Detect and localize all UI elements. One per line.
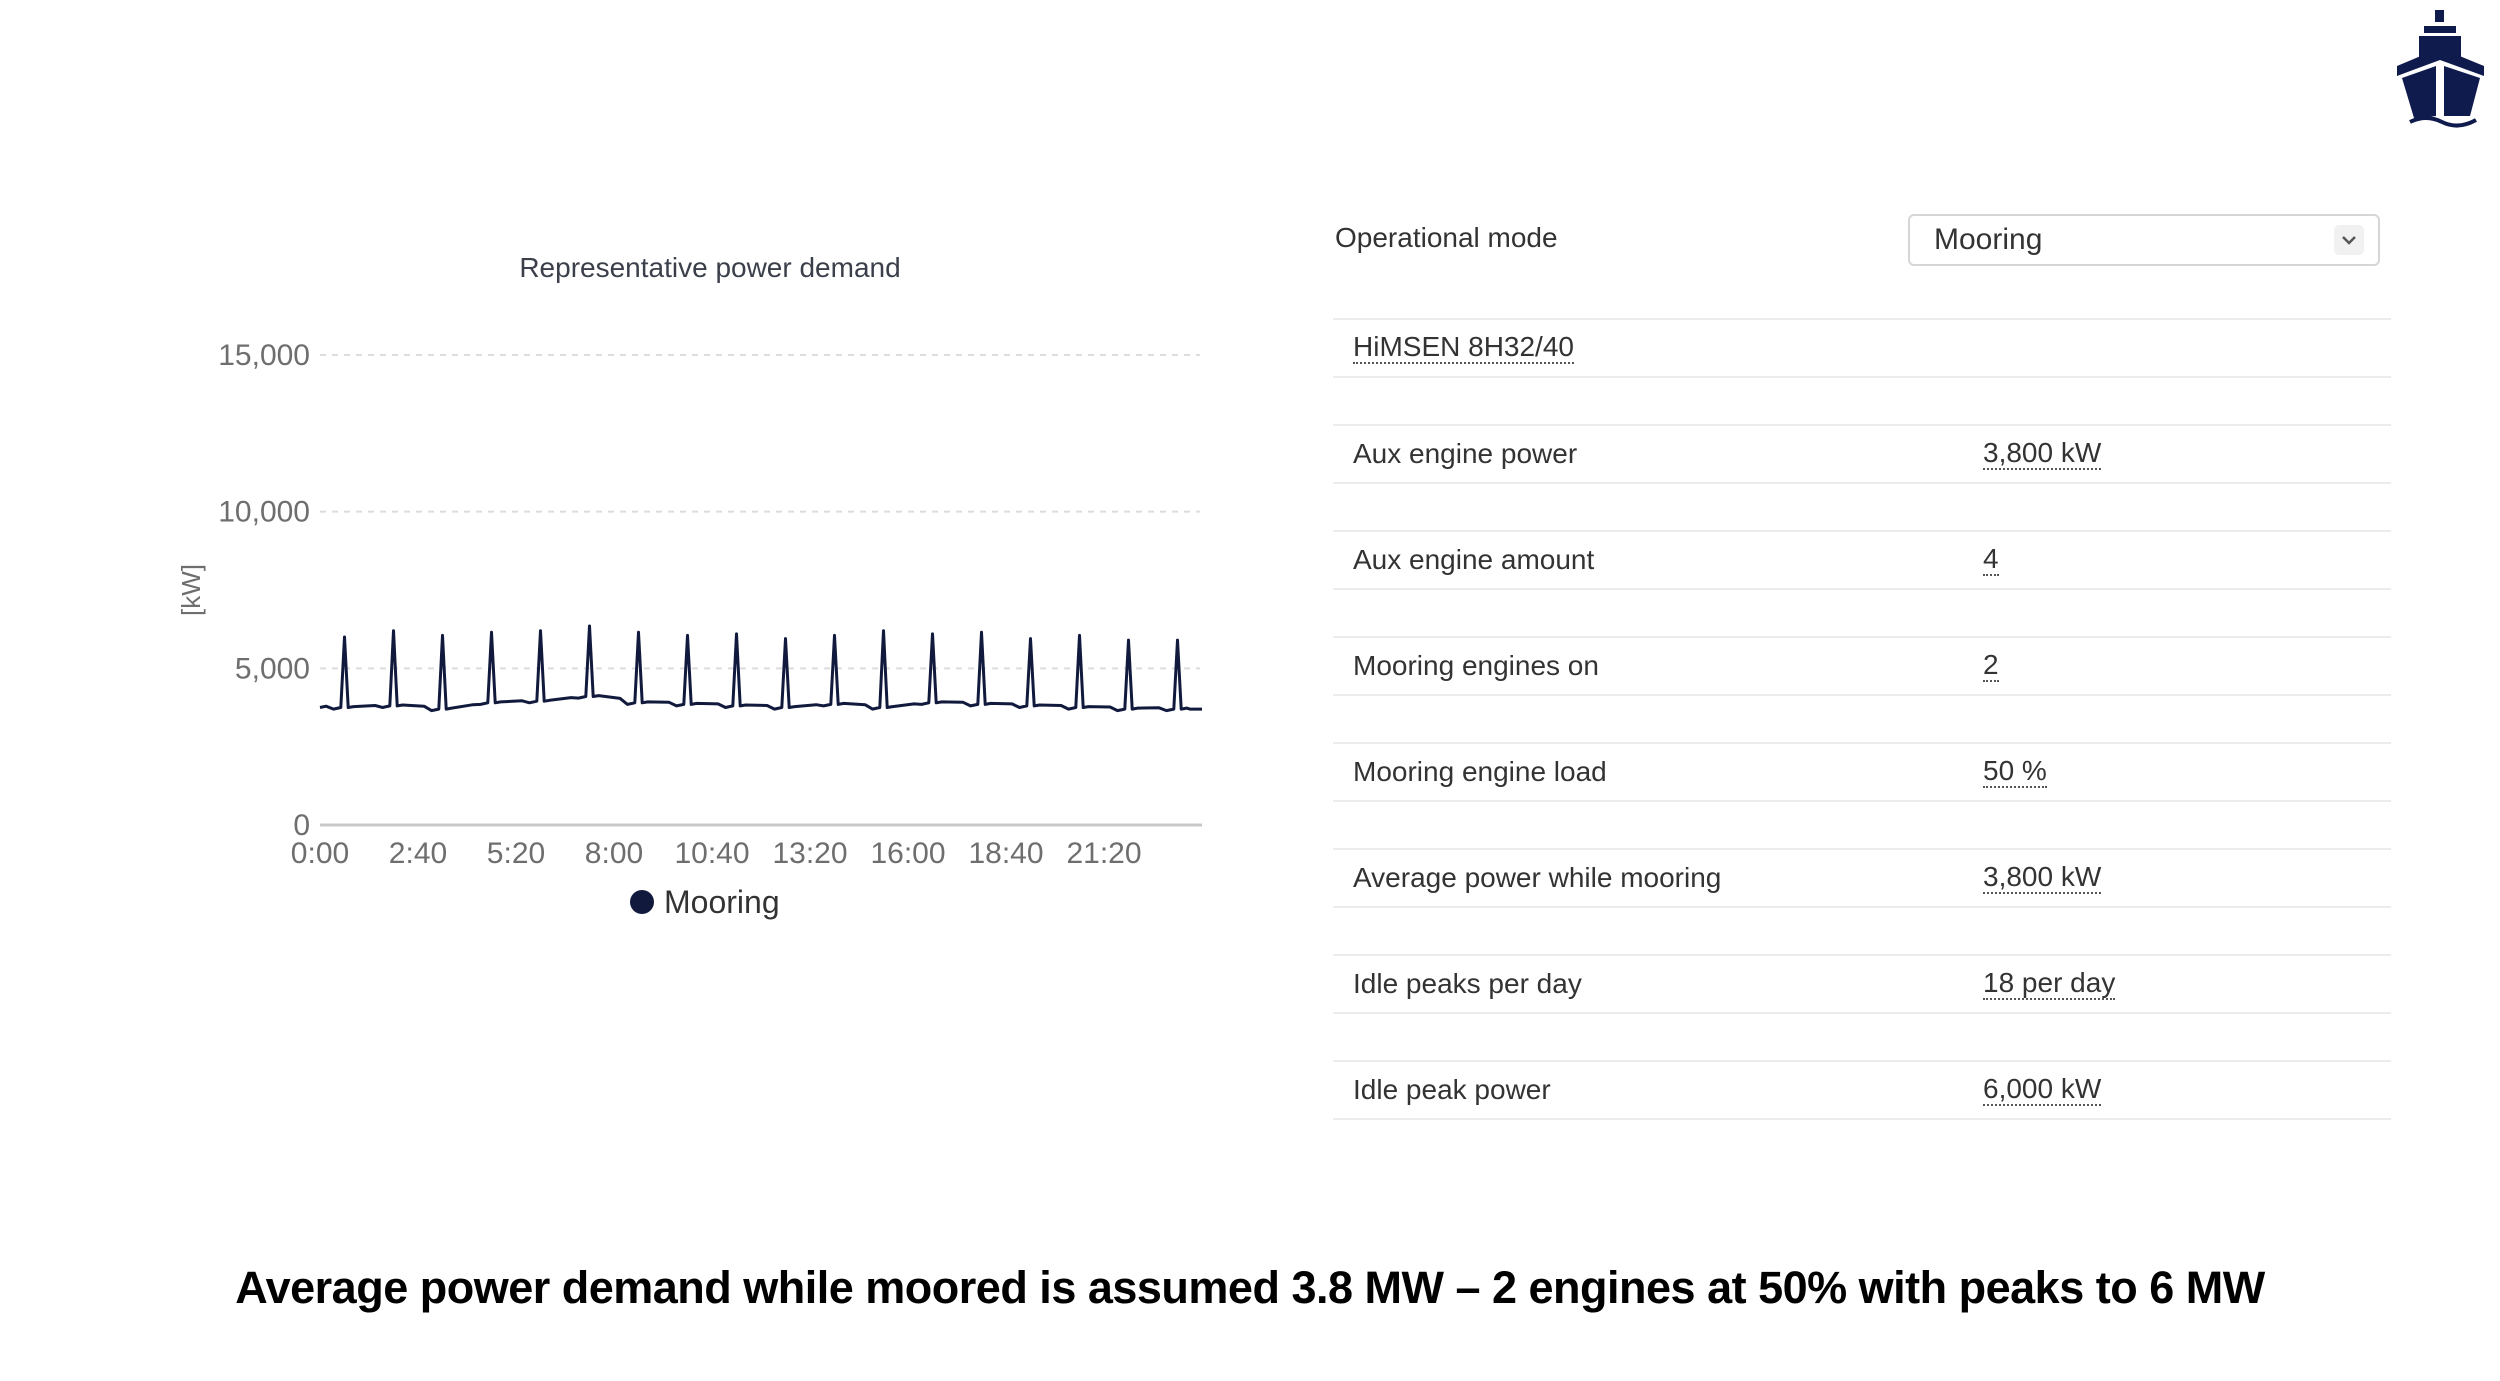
ship-logo-icon [2392, 8, 2492, 128]
y-tick-label: 5,000 [235, 652, 310, 685]
legend-marker-icon [630, 890, 654, 914]
x-tick-label: 13:20 [772, 837, 847, 870]
operational-mode-label: Operational mode [1335, 222, 1558, 253]
parameter-value[interactable]: 3,800 kW [1983, 861, 2102, 894]
y-tick-label: 15,000 [218, 339, 310, 372]
parameter-row: Mooring engines on 2 [1333, 636, 2391, 696]
legend-label: Mooring [664, 883, 780, 920]
parameter-row: Aux engine amount 4 [1333, 530, 2391, 590]
chart-title: Representative power demand [519, 252, 901, 283]
parameter-value[interactable]: 50 % [1983, 755, 2047, 788]
parameter-label: Idle peak power [1353, 1074, 1551, 1105]
parameter-label: Mooring engine load [1353, 756, 1607, 787]
parameter-value[interactable]: 2 [1983, 649, 1999, 682]
parameter-label: Mooring engines on [1353, 650, 1599, 681]
operational-mode-select[interactable]: Mooring [1908, 214, 2380, 266]
power-demand-chart: [kW] 0 5,000 10,000 15,000 0:00 2:40 5:20 8:00… [176, 339, 1202, 870]
y-tick-label: 10,000 [218, 496, 310, 529]
x-tick-label: 8:00 [585, 837, 643, 870]
parameter-row: Average power while mooring 3,800 kW [1333, 848, 2391, 908]
x-tick-label: 10:40 [674, 837, 749, 870]
parameter-label: Idle peaks per day [1353, 968, 1582, 999]
x-tick-label: 21:20 [1066, 837, 1141, 870]
parameter-label: Average power while mooring [1353, 862, 1722, 893]
chart-legend[interactable]: Mooring [630, 880, 780, 924]
y-tick-labels: 0 5,000 10,000 15,000 [218, 339, 310, 842]
parameter-value[interactable]: 18 per day [1983, 967, 2116, 1000]
engine-model-row: HiMSEN 8H32/40 [1333, 318, 2391, 378]
parameter-row: Aux engine power 3,800 kW [1333, 424, 2391, 484]
slide-caption: Average power demand while moored is ass… [235, 1262, 2265, 1313]
x-tick-label: 0:00 [291, 837, 349, 870]
x-tick-label: 16:00 [870, 837, 945, 870]
y-axis-label: [kW] [176, 564, 206, 616]
chevron-down-icon [2334, 225, 2364, 255]
parameter-row: Idle peak power 6,000 kW [1333, 1060, 2391, 1120]
parameter-row: Idle peaks per day 18 per day [1333, 954, 2391, 1014]
x-tick-label: 18:40 [968, 837, 1043, 870]
operational-mode-value: Mooring [1934, 223, 2043, 256]
x-tick-label: 5:20 [487, 837, 545, 870]
parameter-label: Aux engine amount [1353, 544, 1595, 575]
x-tick-labels: 0:00 2:40 5:20 8:00 10:40 13:20 16:00 18:40 21:2… [291, 837, 1142, 870]
mooring-series-line [319, 624, 1202, 713]
parameter-value[interactable]: 4 [1983, 543, 1999, 576]
y-tick-label: 0 [293, 809, 310, 842]
parameter-row: Mooring engine load 50 % [1333, 742, 2391, 802]
x-tick-label: 2:40 [389, 837, 447, 870]
engine-model[interactable]: HiMSEN 8H32/40 [1353, 331, 1574, 364]
parameter-value[interactable]: 3,800 kW [1983, 437, 2102, 470]
parameter-label: Aux engine power [1353, 438, 1578, 469]
parameter-value[interactable]: 6,000 kW [1983, 1073, 2102, 1106]
gridlines [320, 354, 1200, 670]
